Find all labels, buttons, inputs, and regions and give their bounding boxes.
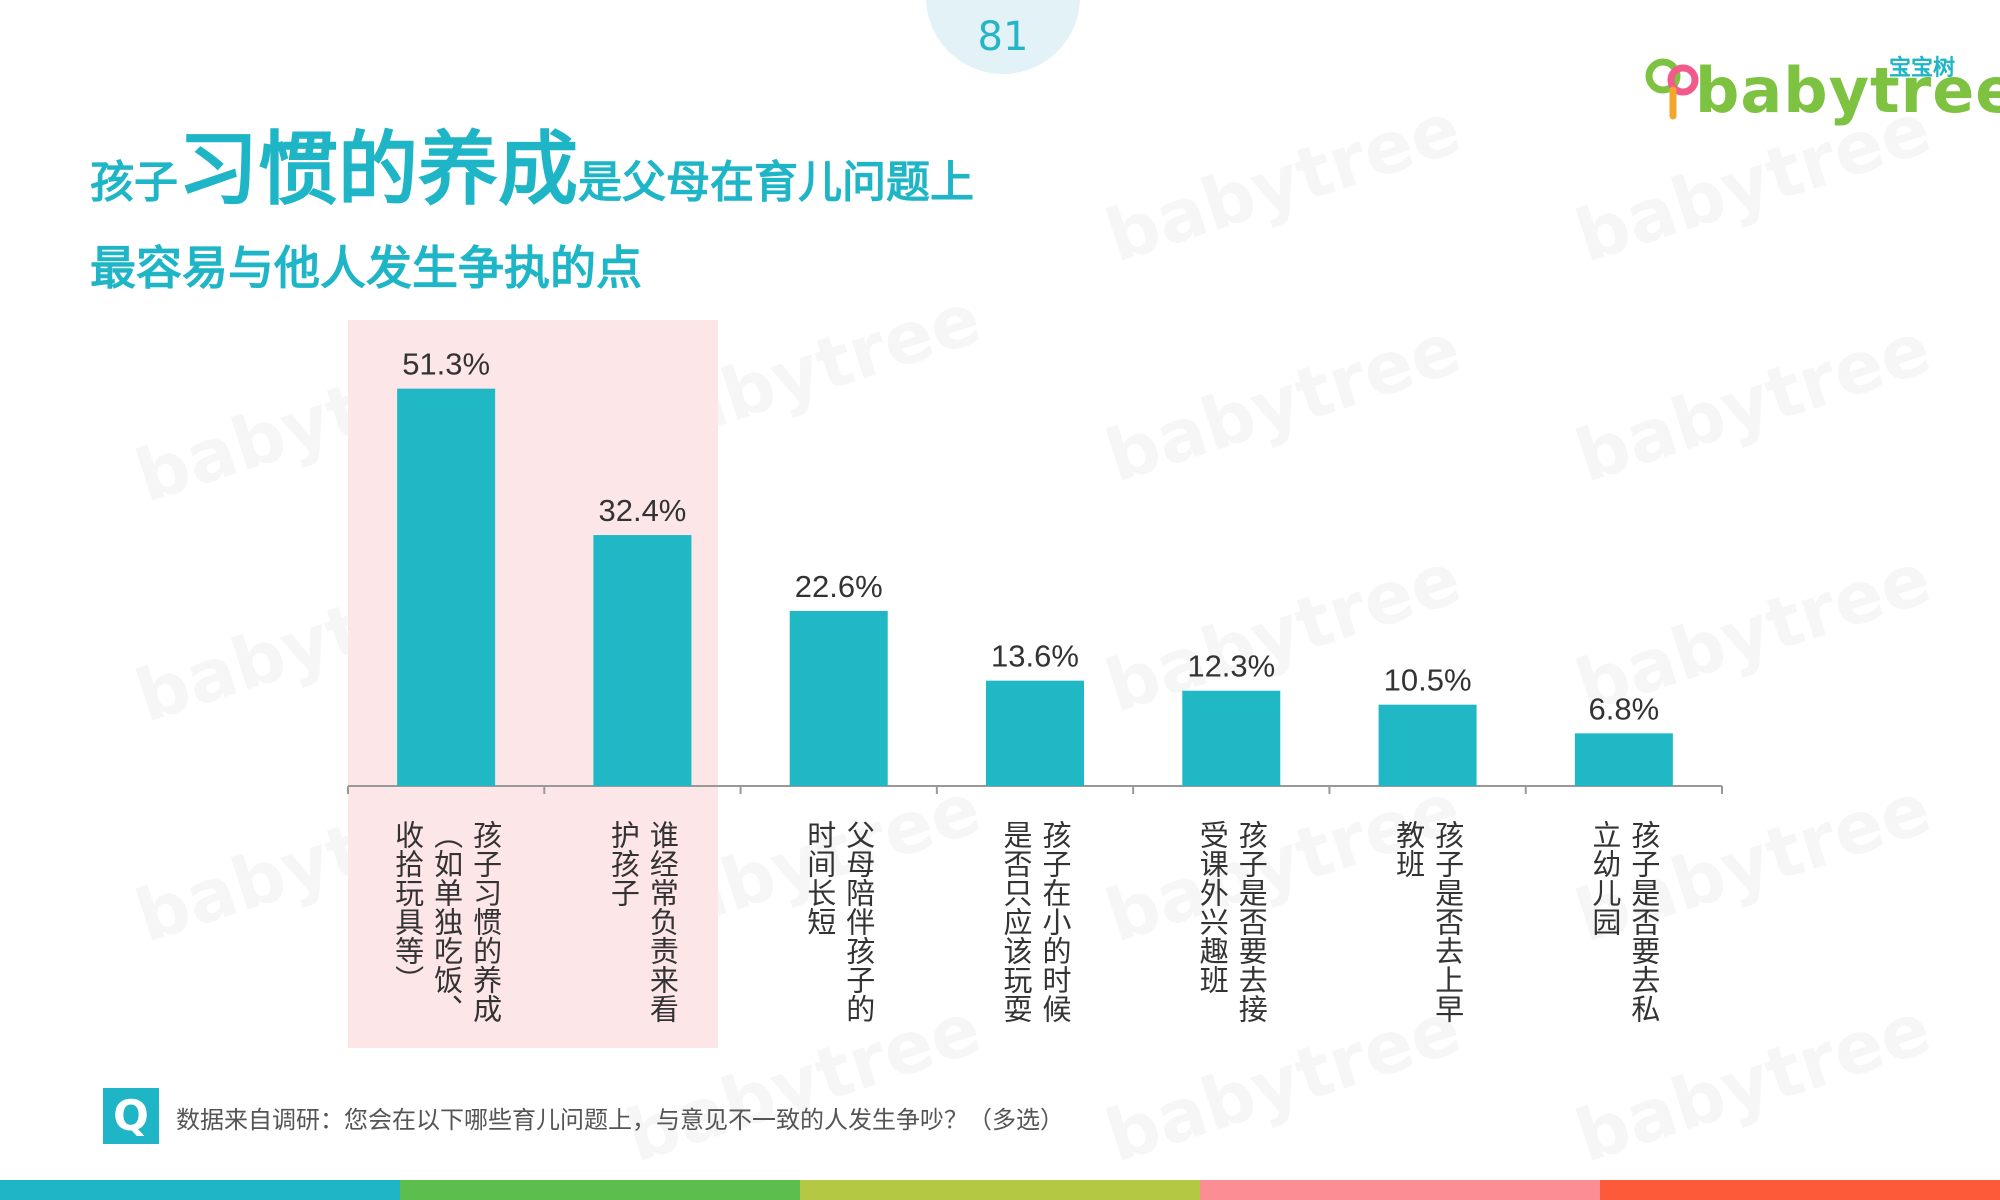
x-tick-label-line: 护孩子 xyxy=(606,820,641,907)
bar xyxy=(397,388,496,786)
page-number: 81 xyxy=(977,14,1029,60)
bar xyxy=(789,610,888,786)
x-tick-label: 孩子在小的时候 是否只应该玩耍 xyxy=(999,820,1072,1042)
x-tick-label-line: 孩子是否要去接 xyxy=(1234,820,1269,1023)
logo-cn: 宝宝树 xyxy=(1888,56,1955,81)
x-tick-label: 父母陪伴孩子的 时间长短 xyxy=(802,820,876,1042)
babytree-logo: 宝宝树 babytree xyxy=(1645,50,2000,127)
title-post: 是父母在育儿问题上 xyxy=(578,157,974,208)
bottom-bar-segment xyxy=(0,1180,400,1200)
bottom-color-bar xyxy=(0,1180,2000,1200)
page-subtitle: 最容易与他人发生争执的点 xyxy=(90,241,642,295)
x-tick-label-line: 孩子在小的时候 xyxy=(1038,820,1072,1023)
data-label: 51.3% xyxy=(402,347,490,382)
x-tick-label-line: （如单独吃饭、 xyxy=(429,820,464,1023)
x-tick-label-line: 孩子是否去上早 xyxy=(1430,820,1465,1023)
title-emphasis: 习惯的养成 xyxy=(178,123,578,216)
data-label: 10.5% xyxy=(1384,663,1472,698)
x-tick-label: 孩子是否要去接 受课外兴趣班 xyxy=(1195,820,1269,1042)
source-note: 数据来自调研：您会在以下哪些育儿问题上，与意见不一致的人发生争吵？（多选） xyxy=(176,1106,1064,1134)
x-tick-label-line: 时间长短 xyxy=(802,820,837,936)
x-tick-label-line: 孩子习惯的养成 xyxy=(468,820,503,1023)
bottom-bar-segment xyxy=(800,1180,1200,1200)
data-label: 6.8% xyxy=(1589,691,1660,726)
data-label: 22.6% xyxy=(795,569,883,604)
x-tick-label: 孩子习惯的养成 （如单独吃饭、 收拾玩具等） xyxy=(390,820,503,1042)
bottom-bar-segment xyxy=(1200,1180,1600,1200)
question-icon: Q xyxy=(103,1088,159,1144)
x-tick-label-line: 谁经常负责来看 xyxy=(645,820,680,1023)
title-pre: 孩子 xyxy=(90,157,178,208)
x-tick-label-line: 受课外兴趣班 xyxy=(1195,820,1230,994)
page-title: 孩子习惯的养成是父母在育儿问题上 xyxy=(90,120,974,242)
bottom-bar-segment xyxy=(400,1180,800,1200)
x-tick-label: 孩子是否去上早 教班 xyxy=(1391,820,1465,1042)
data-label: 32.4% xyxy=(598,493,686,528)
x-tick-label: 谁经常负责来看 护孩子 xyxy=(606,820,680,1042)
x-tick-label-line: 父母陪伴孩子的 xyxy=(841,820,876,1023)
bar xyxy=(986,680,1084,786)
logo-en: babytree xyxy=(1695,54,2000,127)
logo-mark-icon xyxy=(1645,58,1699,120)
bottom-bar-segment xyxy=(1600,1180,2000,1200)
x-tick-label-line: 教班 xyxy=(1391,820,1426,878)
bar xyxy=(1378,704,1477,786)
x-tick-label-line: 立幼儿园 xyxy=(1587,820,1622,936)
x-tick-label-line: 收拾玩具等） xyxy=(390,820,425,994)
bar xyxy=(593,535,692,786)
data-label: 12.3% xyxy=(1187,649,1275,684)
bar xyxy=(1574,733,1673,786)
bar xyxy=(1182,690,1281,786)
x-tick-label-line: 孩子是否要去私 xyxy=(1626,820,1661,1023)
x-tick-label: 孩子是否要去私 立幼儿园 xyxy=(1587,820,1661,1042)
data-label: 13.6% xyxy=(991,639,1079,674)
x-tick-label-line: 是否只应该玩耍 xyxy=(999,820,1033,1023)
